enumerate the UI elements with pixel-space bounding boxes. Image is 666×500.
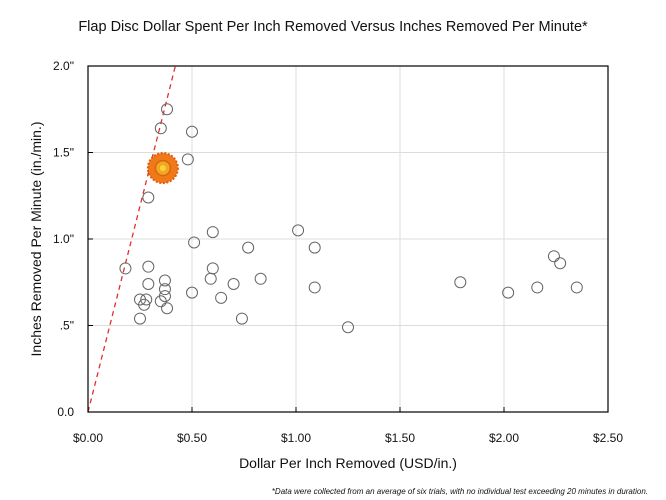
data-point xyxy=(161,103,174,116)
data-point xyxy=(215,291,228,304)
y-tick-label: 0.0 xyxy=(57,405,74,419)
data-point xyxy=(188,236,201,249)
highlight-point-center xyxy=(159,165,166,172)
data-point xyxy=(181,153,194,166)
data-point xyxy=(142,191,155,204)
data-point xyxy=(242,241,255,254)
data-point xyxy=(227,277,240,290)
data-point xyxy=(292,224,305,237)
data-point xyxy=(186,125,198,138)
x-tick-label: $1.00 xyxy=(281,431,311,445)
x-tick-label: $0.00 xyxy=(73,431,103,445)
data-point xyxy=(235,312,248,325)
x-tick-label: $2.50 xyxy=(593,431,623,445)
data-point xyxy=(140,293,153,306)
data-point xyxy=(186,286,198,299)
data-point xyxy=(206,262,219,275)
data-point xyxy=(308,241,321,254)
x-tick-label: $1.50 xyxy=(385,431,415,445)
reference-line-layer xyxy=(87,65,176,413)
y-tick-label: .5" xyxy=(60,319,74,333)
data-point xyxy=(254,272,267,285)
data-point xyxy=(204,272,217,285)
y-axis-ticks: 0.0 .5" 1.0" 1.5" 2.0" xyxy=(53,59,93,419)
data-point xyxy=(554,257,567,270)
data-point xyxy=(138,298,151,311)
data-point xyxy=(119,262,132,275)
data-point xyxy=(308,281,321,294)
data-point xyxy=(158,283,171,296)
data-point xyxy=(134,312,146,325)
x-axis-ticks: $0.00 $0.50 $1.00 $1.50 $2.00 $2.50 xyxy=(73,407,623,445)
data-point xyxy=(154,122,167,135)
y-axis-label: Inches Removed Per Minute (in./min.) xyxy=(28,122,44,357)
y-tick-label: 1.5" xyxy=(53,146,74,160)
y-tick-label: 2.0" xyxy=(53,59,74,73)
data-point xyxy=(206,226,219,239)
data-point xyxy=(142,277,155,290)
data-point xyxy=(142,260,155,273)
data-point xyxy=(158,290,171,303)
data-point xyxy=(454,276,467,289)
data-point xyxy=(161,302,174,315)
data-point xyxy=(570,281,583,294)
y-tick-label: 1.0" xyxy=(53,232,74,246)
points-layer xyxy=(119,103,583,334)
x-tick-label: $2.00 xyxy=(489,431,519,445)
highlight-layer xyxy=(146,152,179,185)
data-point xyxy=(502,286,515,299)
data-point xyxy=(342,321,354,334)
reference-line xyxy=(87,65,176,413)
grid xyxy=(87,65,609,413)
data-point xyxy=(158,274,171,287)
x-tick-label: $0.50 xyxy=(177,431,207,445)
data-point xyxy=(547,250,560,263)
chart-title: Flap Disc Dollar Spent Per Inch Removed … xyxy=(78,19,588,35)
data-point xyxy=(531,281,544,294)
x-axis-label: Dollar Per Inch Removed (USD/in.) xyxy=(239,455,457,471)
footnote: *Data were collected from an average of … xyxy=(272,487,648,496)
